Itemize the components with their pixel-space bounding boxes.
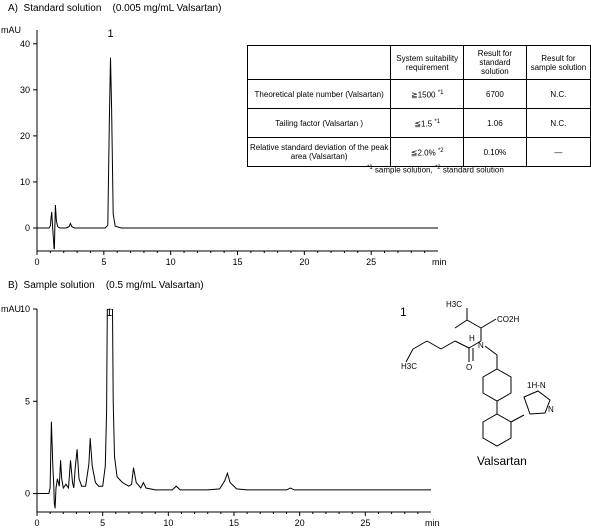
chart-a-y-axis-label: mAU xyxy=(1,25,21,35)
chart-a-x-tick-label: 0 xyxy=(34,257,39,267)
table-header-standard: Result for standard solution xyxy=(463,45,527,80)
chart-a-y-tick-label: 30 xyxy=(20,85,30,95)
cell-standard: 1.06 xyxy=(463,108,527,138)
compound-number: 1 xyxy=(400,305,407,319)
cell-standard: 6700 xyxy=(463,79,527,109)
chart-a-y-tick-label: 20 xyxy=(20,131,30,141)
table-footnote: *1 sample solution, *2 standard solution xyxy=(367,165,504,175)
chart-a-x-tick-label: 10 xyxy=(166,257,176,267)
chart-a-x-axis-label: min xyxy=(432,257,447,267)
cell-sample: N.C. xyxy=(525,108,591,138)
chart-a-x-tick-label: 15 xyxy=(232,257,242,267)
cell-requirement: ≦2.0% *2 xyxy=(390,137,465,167)
chart-a-y-tick-label: 10 xyxy=(20,177,30,187)
chart-a-trace xyxy=(37,57,438,250)
panel-b-title: B) Sample solution (0.5 mg/mL Valsartan) xyxy=(8,280,204,291)
cell-item: Tailing factor (Valsartan ) xyxy=(246,108,392,138)
chart-a-x-tick-label: 25 xyxy=(366,257,376,267)
compound-name: Valsartan xyxy=(477,454,527,468)
chart-a-y-tick-label: 40 xyxy=(20,39,30,49)
panel-a-title: A) Standard solution (0.005 mg/mL Valsar… xyxy=(8,3,222,14)
system-suitability-table: System suitability requirement Result fo… xyxy=(246,45,591,167)
cell-item: Theoretical plate number (Valsartan) xyxy=(246,79,392,109)
cell-requirement: ≦1.5 *1 xyxy=(390,108,465,138)
table-row: Tailing factor (Valsartan ) ≦1.5 *1 1.06… xyxy=(246,108,591,138)
chart-a-x-tick-label: 20 xyxy=(299,257,309,267)
cell-standard: 0.10% xyxy=(463,137,527,167)
chart-a-y-tick-label: 0 xyxy=(25,223,30,233)
cell-sample: N.C. xyxy=(525,79,591,109)
chart-a-peak-label: 1 xyxy=(107,28,113,40)
table-header-requirement: System suitability requirement xyxy=(390,45,465,80)
chart-a-x-tick-label: 5 xyxy=(101,257,106,267)
cell-sample: — xyxy=(525,137,591,167)
table-header-sample: Result for sample solution xyxy=(525,45,591,80)
table-header-item xyxy=(246,45,392,80)
cell-requirement: ≧1500 *1 xyxy=(390,79,465,109)
table-header-row: System suitability requirement Result fo… xyxy=(246,45,591,80)
cell-item: Relative standard deviation of the peak … xyxy=(246,137,392,167)
table-row: Theoretical plate number (Valsartan) ≧15… xyxy=(246,79,591,109)
table-row: Relative standard deviation of the peak … xyxy=(246,137,591,167)
